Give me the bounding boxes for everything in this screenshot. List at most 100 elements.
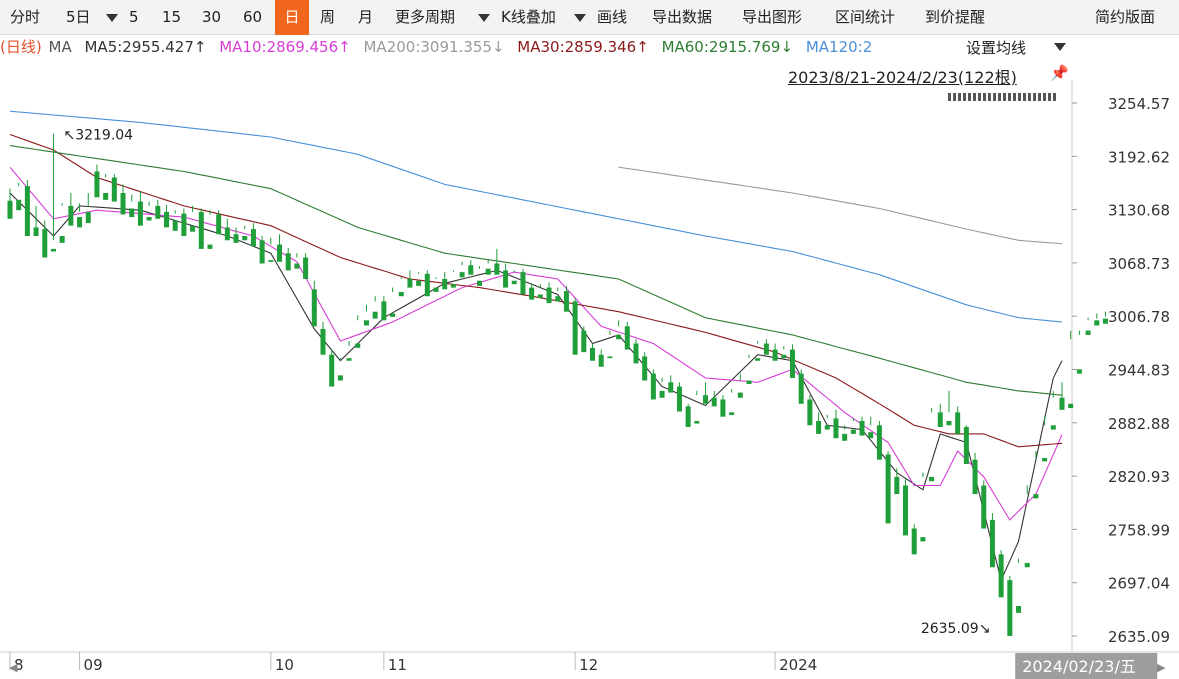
chevron-down-icon[interactable] <box>1054 43 1066 51</box>
kline-overlay-button[interactable]: K线叠加 <box>501 8 556 26</box>
x-tick-label: 12 <box>579 656 598 674</box>
y-tick-label: 2697.04 <box>1108 575 1170 593</box>
period-5day[interactable]: 5日 <box>66 8 91 26</box>
scroll-right-icon[interactable]: ▶ <box>1157 661 1166 674</box>
candle-body <box>537 294 543 298</box>
candle-body <box>285 253 291 271</box>
y-tick-label: 2944.83 <box>1108 362 1170 380</box>
candle-body <box>833 418 839 439</box>
scroll-left-icon[interactable]: ◀ <box>9 661 18 674</box>
candle-body <box>459 272 465 278</box>
candle-body <box>7 200 13 219</box>
candle-body <box>911 528 917 555</box>
candle-body <box>355 343 361 348</box>
candle-body <box>981 485 987 529</box>
candle-body <box>824 425 830 430</box>
pin-icon[interactable]: 📌 <box>1050 64 1069 82</box>
candle-body <box>755 358 761 361</box>
candle-body <box>416 280 422 286</box>
price-alert-button[interactable]: 到价提醒 <box>925 8 986 26</box>
toolbar: 分时 5日 5 15 30 60 日 周 月 更多周期 K线叠加 画线 导出数据… <box>0 0 1179 35</box>
period-15min[interactable]: 15 <box>162 8 182 26</box>
candle-body <box>676 386 682 412</box>
candle-body <box>937 412 943 428</box>
legend-ma5: MA5:2955.427↑ <box>84 38 207 56</box>
candle-body <box>216 214 222 235</box>
candle-body <box>1033 494 1039 499</box>
period-label: (日线) <box>0 38 42 56</box>
y-tick-label: 3068.73 <box>1108 255 1170 273</box>
candle-body <box>720 399 726 417</box>
candle-body <box>816 420 822 434</box>
candle-body <box>68 205 74 226</box>
legend-ma10: MA10:2869.456↑ <box>219 38 351 56</box>
ma-settings-button[interactable]: 设置均线 <box>966 37 1027 59</box>
y-tick-label: 3254.57 <box>1108 95 1170 113</box>
export-chart-button[interactable]: 导出图形 <box>742 8 803 26</box>
date-range[interactable]: 2023/8/21-2024/2/23(122根) <box>788 68 1017 87</box>
draw-line-button[interactable]: 画线 <box>597 8 628 26</box>
range-stats-button[interactable]: 区间统计 <box>835 8 896 26</box>
candle-body <box>372 311 378 319</box>
chevron-down-icon[interactable] <box>106 14 118 22</box>
period-30min[interactable]: 30 <box>202 8 222 26</box>
candle-body <box>233 234 239 243</box>
candle-body <box>598 354 604 367</box>
candle-body <box>842 433 848 441</box>
chevron-down-icon[interactable] <box>478 14 490 22</box>
candle-body <box>850 429 856 434</box>
period-60min[interactable]: 60 <box>243 8 263 26</box>
candle-body <box>16 199 22 211</box>
candle-body <box>381 301 387 321</box>
candle-body <box>476 280 482 286</box>
candle-body <box>242 235 248 241</box>
period-5min[interactable]: 5 <box>129 8 139 26</box>
candle-body <box>1059 397 1065 410</box>
period-daily[interactable]: 日 <box>275 0 309 35</box>
candle-body <box>303 257 309 280</box>
candle-body <box>616 334 622 340</box>
candle-body <box>659 390 665 398</box>
ma-line-ma200 <box>618 166 1063 245</box>
candle-body <box>424 273 430 297</box>
candle-body <box>876 425 882 460</box>
candle-body <box>885 454 891 524</box>
candle-body <box>85 211 91 224</box>
candle-body <box>59 235 65 243</box>
period-intraday[interactable]: 分时 <box>10 8 41 26</box>
candle-body <box>346 358 352 361</box>
candle-body <box>24 186 30 236</box>
period-weekly[interactable]: 周 <box>320 8 336 26</box>
candle-body <box>363 320 369 326</box>
candle-body <box>781 354 787 359</box>
legend-ma120: MA120:2 <box>805 38 873 56</box>
candle-body <box>120 192 126 215</box>
candle-body <box>77 217 83 228</box>
candle-body <box>1076 369 1082 374</box>
candle-body <box>929 476 935 482</box>
candle-body <box>581 330 587 353</box>
candle-body <box>972 459 978 495</box>
candle-body <box>563 291 569 312</box>
candle-body <box>946 420 952 426</box>
candle-body <box>789 349 795 378</box>
candle-body <box>433 287 439 292</box>
candle-body <box>1094 320 1100 326</box>
candle-body <box>650 373 656 400</box>
simple-layout-button[interactable]: 简约版面 <box>1095 8 1156 26</box>
chevron-down-icon[interactable] <box>574 14 586 22</box>
candle-body <box>485 268 491 275</box>
candle-body <box>407 279 413 288</box>
period-monthly[interactable]: 月 <box>358 8 374 26</box>
more-periods-button[interactable]: 更多周期 <box>395 8 456 26</box>
candle-body <box>103 192 109 200</box>
candle-body <box>390 313 396 317</box>
candle-body <box>807 399 813 426</box>
y-tick-label: 2758.99 <box>1108 521 1170 539</box>
candle-body <box>42 229 48 258</box>
candle-body <box>320 328 326 355</box>
export-data-button[interactable]: 导出数据 <box>652 8 713 26</box>
candle-body <box>737 392 743 398</box>
candle-body <box>329 354 335 387</box>
